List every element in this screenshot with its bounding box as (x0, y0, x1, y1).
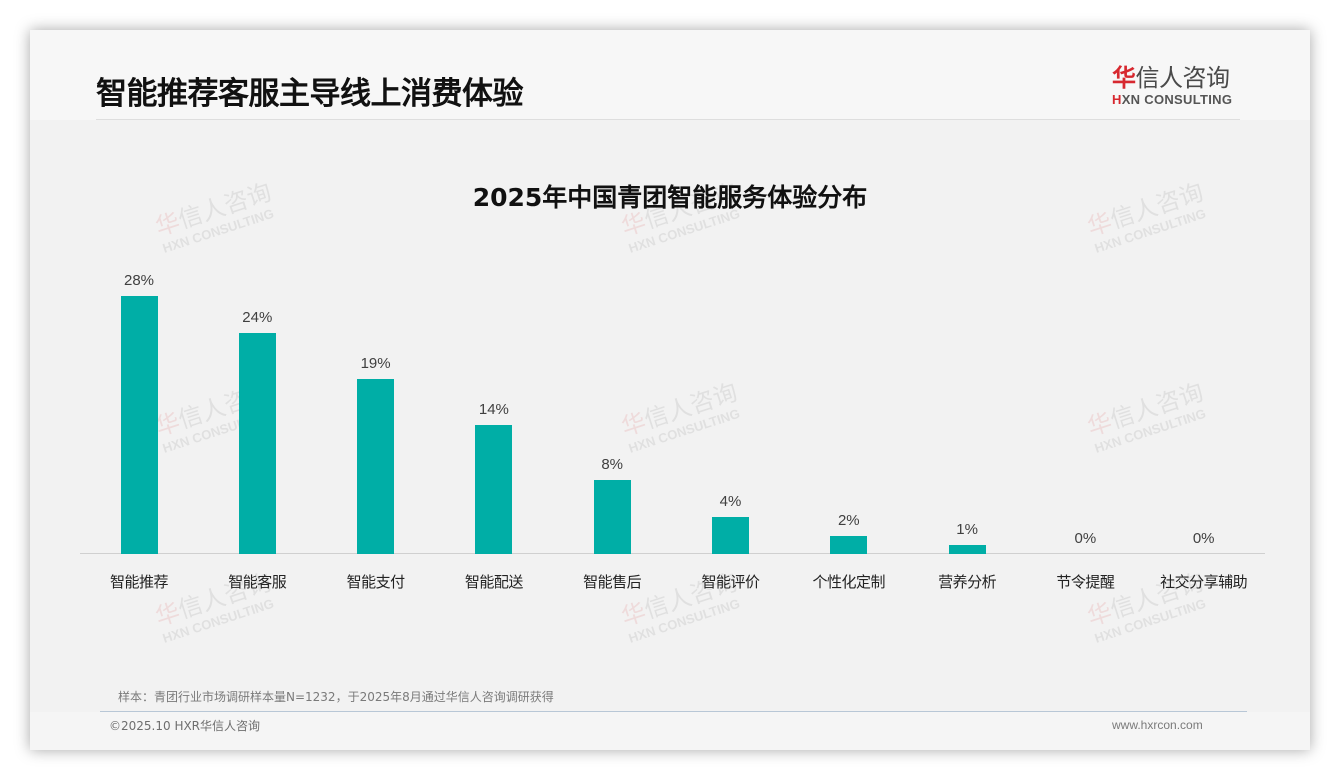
bar-value-label: 28% (123, 272, 155, 289)
logo-cn: 华信人咨询 (1112, 64, 1242, 92)
bar-value-label: 8% (601, 456, 624, 473)
bar (238, 333, 276, 554)
category-label: 智能推荐 (109, 573, 169, 591)
logo-en-rest: XN CONSULTING (1121, 92, 1233, 107)
bar-value-label: 24% (242, 309, 273, 326)
header-divider (96, 119, 1240, 120)
header-band (30, 30, 1310, 120)
bar (712, 517, 749, 554)
sample-footnote: 样本：青团行业市场调研样本量N=1232，于2025年8月通过华信人咨询调研获得 (118, 690, 554, 704)
bar (593, 480, 631, 554)
logo-en-red: H (1112, 92, 1122, 107)
bar (475, 425, 513, 554)
logo-cn-red: 华 (1112, 64, 1136, 92)
footer-divider (100, 711, 1247, 712)
category-label: 个性化定制 (812, 573, 886, 591)
bar-value-label: 19% (360, 355, 391, 372)
logo-cn-rest: 信人咨询 (1135, 64, 1231, 92)
page-title: 智能推荐客服主导线上消费体验 (96, 76, 524, 112)
website-link[interactable]: www.hxrcon.com (1112, 718, 1203, 732)
bar (830, 536, 868, 554)
bar-value-label: 4% (719, 493, 742, 510)
category-label: 智能售后 (583, 573, 642, 591)
chart-title: 2025年中国青团智能服务体验分布 (472, 183, 868, 212)
category-label: 智能评价 (701, 573, 760, 591)
bar-chart: 28% 智能推荐 24% 智能客服 19% 智能支付 14% 智能配送 8% 智能售后 4% 智能评价… (30, 30, 1310, 750)
category-label: 智能支付 (346, 573, 406, 591)
category-label: 节令提醒 (1056, 573, 1115, 591)
bar-value-label: 0% (1074, 530, 1097, 547)
category-label: 营养分析 (938, 573, 997, 591)
footer-band (30, 712, 1310, 750)
logo-en: HXN CONSULTING (1112, 92, 1242, 108)
bar-value-label: 14% (478, 401, 509, 418)
bar (948, 545, 986, 554)
copyright-text: ©2025.10 HXR华信人咨询 (109, 719, 261, 733)
category-label: 智能配送 (464, 573, 524, 591)
bar (120, 296, 158, 554)
bar (357, 379, 395, 554)
bar-value-label: 1% (956, 521, 978, 538)
category-label: 社交分享辅助 (1160, 573, 1248, 591)
category-label: 智能客服 (228, 573, 287, 591)
bar-value-label: 2% (837, 512, 860, 529)
x-axis-line (80, 553, 1265, 554)
slide-card: 智能推荐客服主导线上消费体验 华信人咨询 HXN CONSULTING 华信人咨… (30, 30, 1310, 750)
brand-logo: 华信人咨询 HXN CONSULTING (1112, 64, 1242, 112)
bar-value-label: 0% (1192, 530, 1215, 547)
